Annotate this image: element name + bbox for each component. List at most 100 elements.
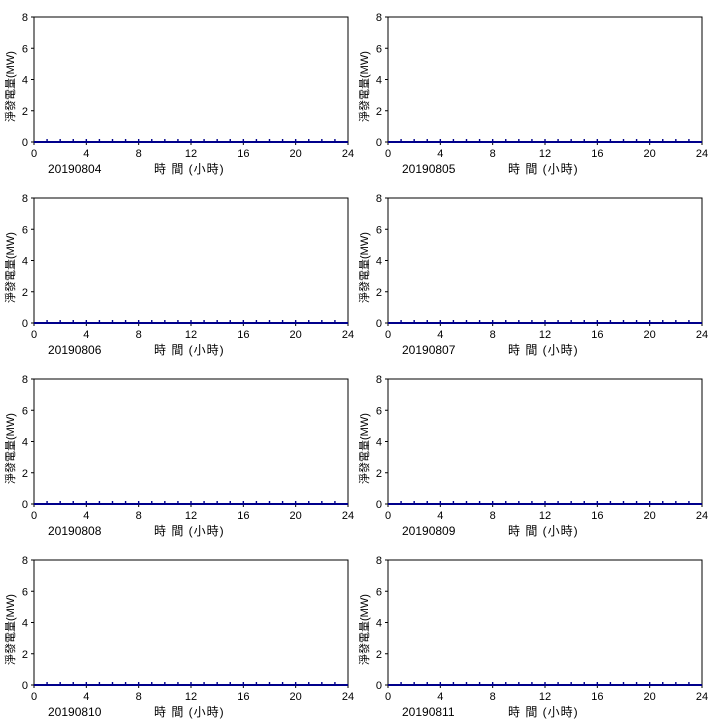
chart-panel-20190809: 0 2 4 6 8 0 4 8 12 16 20 24 淨發電量(MW) 20190809 時 間 (小時) [354, 362, 714, 542]
x-tick-label: 4 [437, 148, 443, 160]
y-tick-label: 2 [376, 468, 382, 480]
y-tick-label: 0 [376, 499, 382, 511]
x-tick-label: 12 [539, 148, 551, 160]
y-tick-label: 8 [376, 193, 382, 205]
plot-frame [33, 378, 349, 505]
x-tick-label: 0 [385, 510, 391, 522]
y-tick-label: 4 [376, 618, 382, 630]
y-tick-label: 4 [376, 75, 382, 87]
x-tick-label: 20 [644, 691, 656, 703]
x-tick-label: 16 [591, 510, 603, 522]
date-label: 20190804 [48, 162, 102, 176]
y-tick-label: 6 [376, 405, 382, 417]
y-tick-label: 2 [22, 468, 28, 480]
y-axis-label: 淨發電量(MW) [359, 51, 371, 122]
chart-panel-20190808: 0 2 4 6 8 0 4 8 12 16 20 24 淨發電量(MW) 20190808 時 間 (小時) [0, 362, 360, 542]
x-tick-label: 8 [136, 329, 142, 341]
x-tick-label: 24 [696, 148, 708, 160]
x-axis-label: 時 間 (小時) [508, 524, 579, 538]
x-tick-label: 24 [696, 691, 708, 703]
date-label: 20190805 [402, 162, 456, 176]
y-tick-label: 2 [376, 106, 382, 118]
x-tick-label: 0 [31, 691, 37, 703]
y-tick-label: 8 [376, 12, 382, 24]
x-tick-label: 4 [83, 510, 89, 522]
x-tick-label: 24 [342, 329, 354, 341]
y-tick-label: 0 [22, 680, 28, 692]
x-tick-label: 20 [290, 148, 302, 160]
x-tick-label: 16 [591, 148, 603, 160]
x-tick-label: 0 [31, 329, 37, 341]
x-axis-label: 時 間 (小時) [154, 343, 225, 357]
x-axis-label: 時 間 (小時) [508, 705, 579, 719]
x-tick-label: 12 [185, 329, 197, 341]
x-tick-label: 12 [539, 691, 551, 703]
x-tick-label: 8 [490, 329, 496, 341]
x-tick-label: 16 [237, 691, 249, 703]
x-tick-label: 8 [490, 148, 496, 160]
plot-frame [387, 378, 703, 505]
y-tick-label: 0 [22, 137, 28, 149]
x-axis-label: 時 間 (小時) [508, 162, 579, 176]
x-tick-label: 12 [185, 510, 197, 522]
x-tick-label: 24 [696, 510, 708, 522]
y-tick-label: 2 [22, 287, 28, 299]
x-tick-label: 4 [437, 691, 443, 703]
x-tick-label: 0 [31, 510, 37, 522]
y-tick-label: 8 [376, 374, 382, 386]
date-label: 20190807 [402, 343, 456, 357]
x-tick-label: 0 [385, 148, 391, 160]
x-tick-label: 0 [31, 148, 37, 160]
x-tick-label: 24 [342, 510, 354, 522]
x-tick-label: 24 [342, 148, 354, 160]
y-axis-label: 淨發電量(MW) [5, 51, 17, 122]
y-tick-label: 0 [376, 680, 382, 692]
x-tick-label: 8 [490, 691, 496, 703]
chart-panel-20190811: 0 2 4 6 8 0 4 8 12 16 20 24 淨發電量(MW) 20190811 時 間 (小時) [354, 543, 714, 723]
x-axis-label: 時 間 (小時) [154, 162, 225, 176]
x-tick-label: 4 [437, 329, 443, 341]
chart-panel-20190804: 0 2 4 6 8 0 4 8 12 16 20 24 淨發電量(MW) 20190804 時 間 (小時) [0, 0, 360, 180]
chart-panel-20190807: 0 2 4 6 8 0 4 8 12 16 20 24 淨發電量(MW) 20190807 時 間 (小時) [354, 181, 714, 361]
x-tick-label: 8 [490, 510, 496, 522]
y-tick-label: 2 [22, 649, 28, 661]
plot-frame [387, 197, 703, 324]
x-tick-label: 20 [644, 510, 656, 522]
y-axis-label: 淨發電量(MW) [359, 413, 371, 484]
x-tick-label: 16 [591, 329, 603, 341]
y-tick-label: 8 [22, 374, 28, 386]
y-tick-label: 4 [22, 618, 28, 630]
y-tick-label: 6 [22, 43, 28, 55]
y-axis-label: 淨發電量(MW) [359, 594, 371, 665]
y-tick-label: 6 [376, 224, 382, 236]
x-tick-label: 0 [385, 329, 391, 341]
x-tick-label: 12 [539, 510, 551, 522]
x-tick-label: 4 [437, 510, 443, 522]
x-tick-label: 20 [290, 510, 302, 522]
y-tick-label: 8 [376, 555, 382, 567]
y-tick-label: 4 [376, 256, 382, 268]
x-tick-label: 12 [185, 148, 197, 160]
y-tick-label: 2 [376, 287, 382, 299]
chart-panel-20190810: 0 2 4 6 8 0 4 8 12 16 20 24 淨發電量(MW) 20190810 時 間 (小時) [0, 543, 360, 723]
x-tick-label: 24 [696, 329, 708, 341]
chart-panel-20190806: 0 2 4 6 8 0 4 8 12 16 20 24 淨發電量(MW) 20190806 時 間 (小時) [0, 181, 360, 361]
date-label: 20190811 [402, 705, 455, 719]
y-tick-label: 2 [22, 106, 28, 118]
x-tick-label: 4 [83, 148, 89, 160]
plot-frame [387, 559, 703, 686]
y-tick-label: 0 [376, 137, 382, 149]
plot-frame [387, 16, 703, 143]
x-tick-label: 16 [591, 691, 603, 703]
date-label: 20190808 [48, 524, 102, 538]
x-tick-label: 16 [237, 329, 249, 341]
y-tick-label: 6 [376, 43, 382, 55]
x-tick-label: 20 [644, 329, 656, 341]
x-tick-label: 20 [290, 329, 302, 341]
y-tick-label: 8 [22, 555, 28, 567]
